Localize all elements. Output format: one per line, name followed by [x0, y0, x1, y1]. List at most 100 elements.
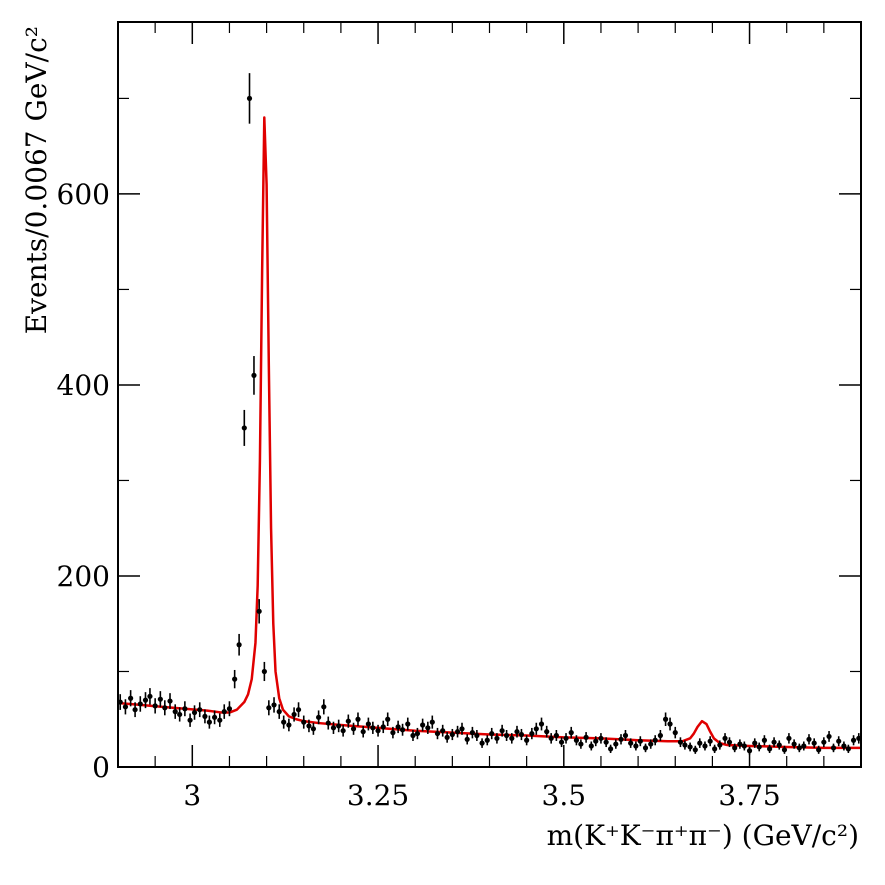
data-point: [360, 725, 366, 738]
data-marker: [786, 735, 792, 741]
data-point: [454, 725, 461, 738]
data-point: [484, 735, 490, 746]
data-marker: [375, 728, 381, 734]
data-point: [608, 744, 614, 754]
x-tick-label: 3.5: [542, 779, 587, 812]
data-point: [841, 741, 847, 751]
data-point: [509, 733, 515, 744]
data-marker: [781, 747, 788, 753]
data-marker: [746, 748, 753, 754]
data-point: [722, 733, 728, 744]
data-point: [266, 700, 272, 716]
data-point: [177, 707, 183, 722]
data-point: [330, 721, 337, 734]
data-point: [385, 712, 391, 726]
data-marker: [122, 704, 129, 710]
data-marker: [771, 739, 777, 745]
data-marker: [306, 723, 312, 729]
data-marker: [459, 726, 465, 732]
data-point: [776, 740, 782, 750]
data-point: [434, 727, 441, 740]
data-marker: [801, 743, 807, 749]
data-point: [301, 715, 307, 729]
data-marker: [355, 716, 361, 722]
data-point: [737, 739, 743, 749]
data-marker: [321, 704, 327, 710]
data-marker: [841, 743, 847, 749]
data-point: [618, 734, 624, 745]
data-marker: [826, 733, 832, 740]
data-point: [613, 739, 619, 749]
data-marker: [191, 709, 198, 716]
data-point: [291, 707, 297, 722]
data-point: [350, 722, 357, 735]
data-marker: [360, 729, 366, 735]
data-marker: [301, 719, 307, 725]
data-point: [702, 741, 708, 751]
data-point: [380, 720, 386, 734]
data-marker: [613, 741, 619, 747]
data-point: [325, 716, 331, 730]
data-point: [786, 733, 792, 744]
data-marker: [429, 719, 435, 725]
data-point: [687, 742, 693, 752]
data-point: [637, 736, 643, 747]
data-point: [469, 726, 476, 739]
data-point: [826, 731, 832, 742]
data-marker: [707, 738, 713, 744]
data-marker: [741, 743, 747, 749]
data-point: [474, 729, 480, 741]
data-point: [717, 740, 723, 750]
data-point: [806, 734, 812, 745]
data-point: [622, 729, 629, 741]
data-point: [667, 717, 673, 731]
data-point: [573, 735, 580, 746]
data-marker: [211, 714, 218, 720]
data-point: [197, 702, 203, 718]
data-point: [191, 705, 198, 720]
data-marker: [241, 425, 247, 431]
data-point: [746, 746, 753, 755]
data-point: [538, 717, 545, 731]
data-marker: [529, 730, 535, 737]
data-marker: [142, 697, 149, 703]
data-marker: [598, 735, 604, 741]
data-marker: [578, 741, 584, 747]
data-marker: [286, 722, 292, 728]
data-marker: [365, 721, 371, 727]
data-point: [514, 725, 520, 738]
data-point: [494, 733, 500, 744]
data-point: [459, 722, 465, 735]
data-marker: [642, 745, 649, 751]
data-point: [390, 726, 396, 739]
data-marker: [538, 721, 545, 727]
data-point: [429, 715, 435, 729]
data-point: [132, 702, 138, 718]
data-marker: [370, 725, 376, 731]
data-marker: [330, 725, 337, 731]
data-marker: [281, 719, 287, 725]
data-marker: [509, 735, 515, 741]
data-point: [598, 733, 604, 744]
data-marker: [390, 730, 396, 736]
data-point: [355, 712, 361, 726]
data-point: [370, 721, 376, 734]
data-marker: [405, 721, 411, 727]
data-marker: [380, 724, 386, 730]
data-marker: [246, 95, 253, 102]
data-marker: [434, 730, 441, 737]
data-marker: [271, 702, 277, 708]
data-point: [752, 738, 758, 748]
data-point: [499, 724, 505, 737]
data-marker: [677, 739, 684, 745]
data-point: [206, 715, 212, 729]
data-point: [261, 661, 267, 682]
data-marker: [622, 732, 629, 739]
data-marker: [767, 746, 773, 752]
data-marker: [548, 735, 554, 741]
data-marker: [177, 711, 183, 718]
data-marker: [251, 372, 257, 378]
data-marker: [469, 730, 476, 736]
data-marker: [187, 717, 193, 723]
